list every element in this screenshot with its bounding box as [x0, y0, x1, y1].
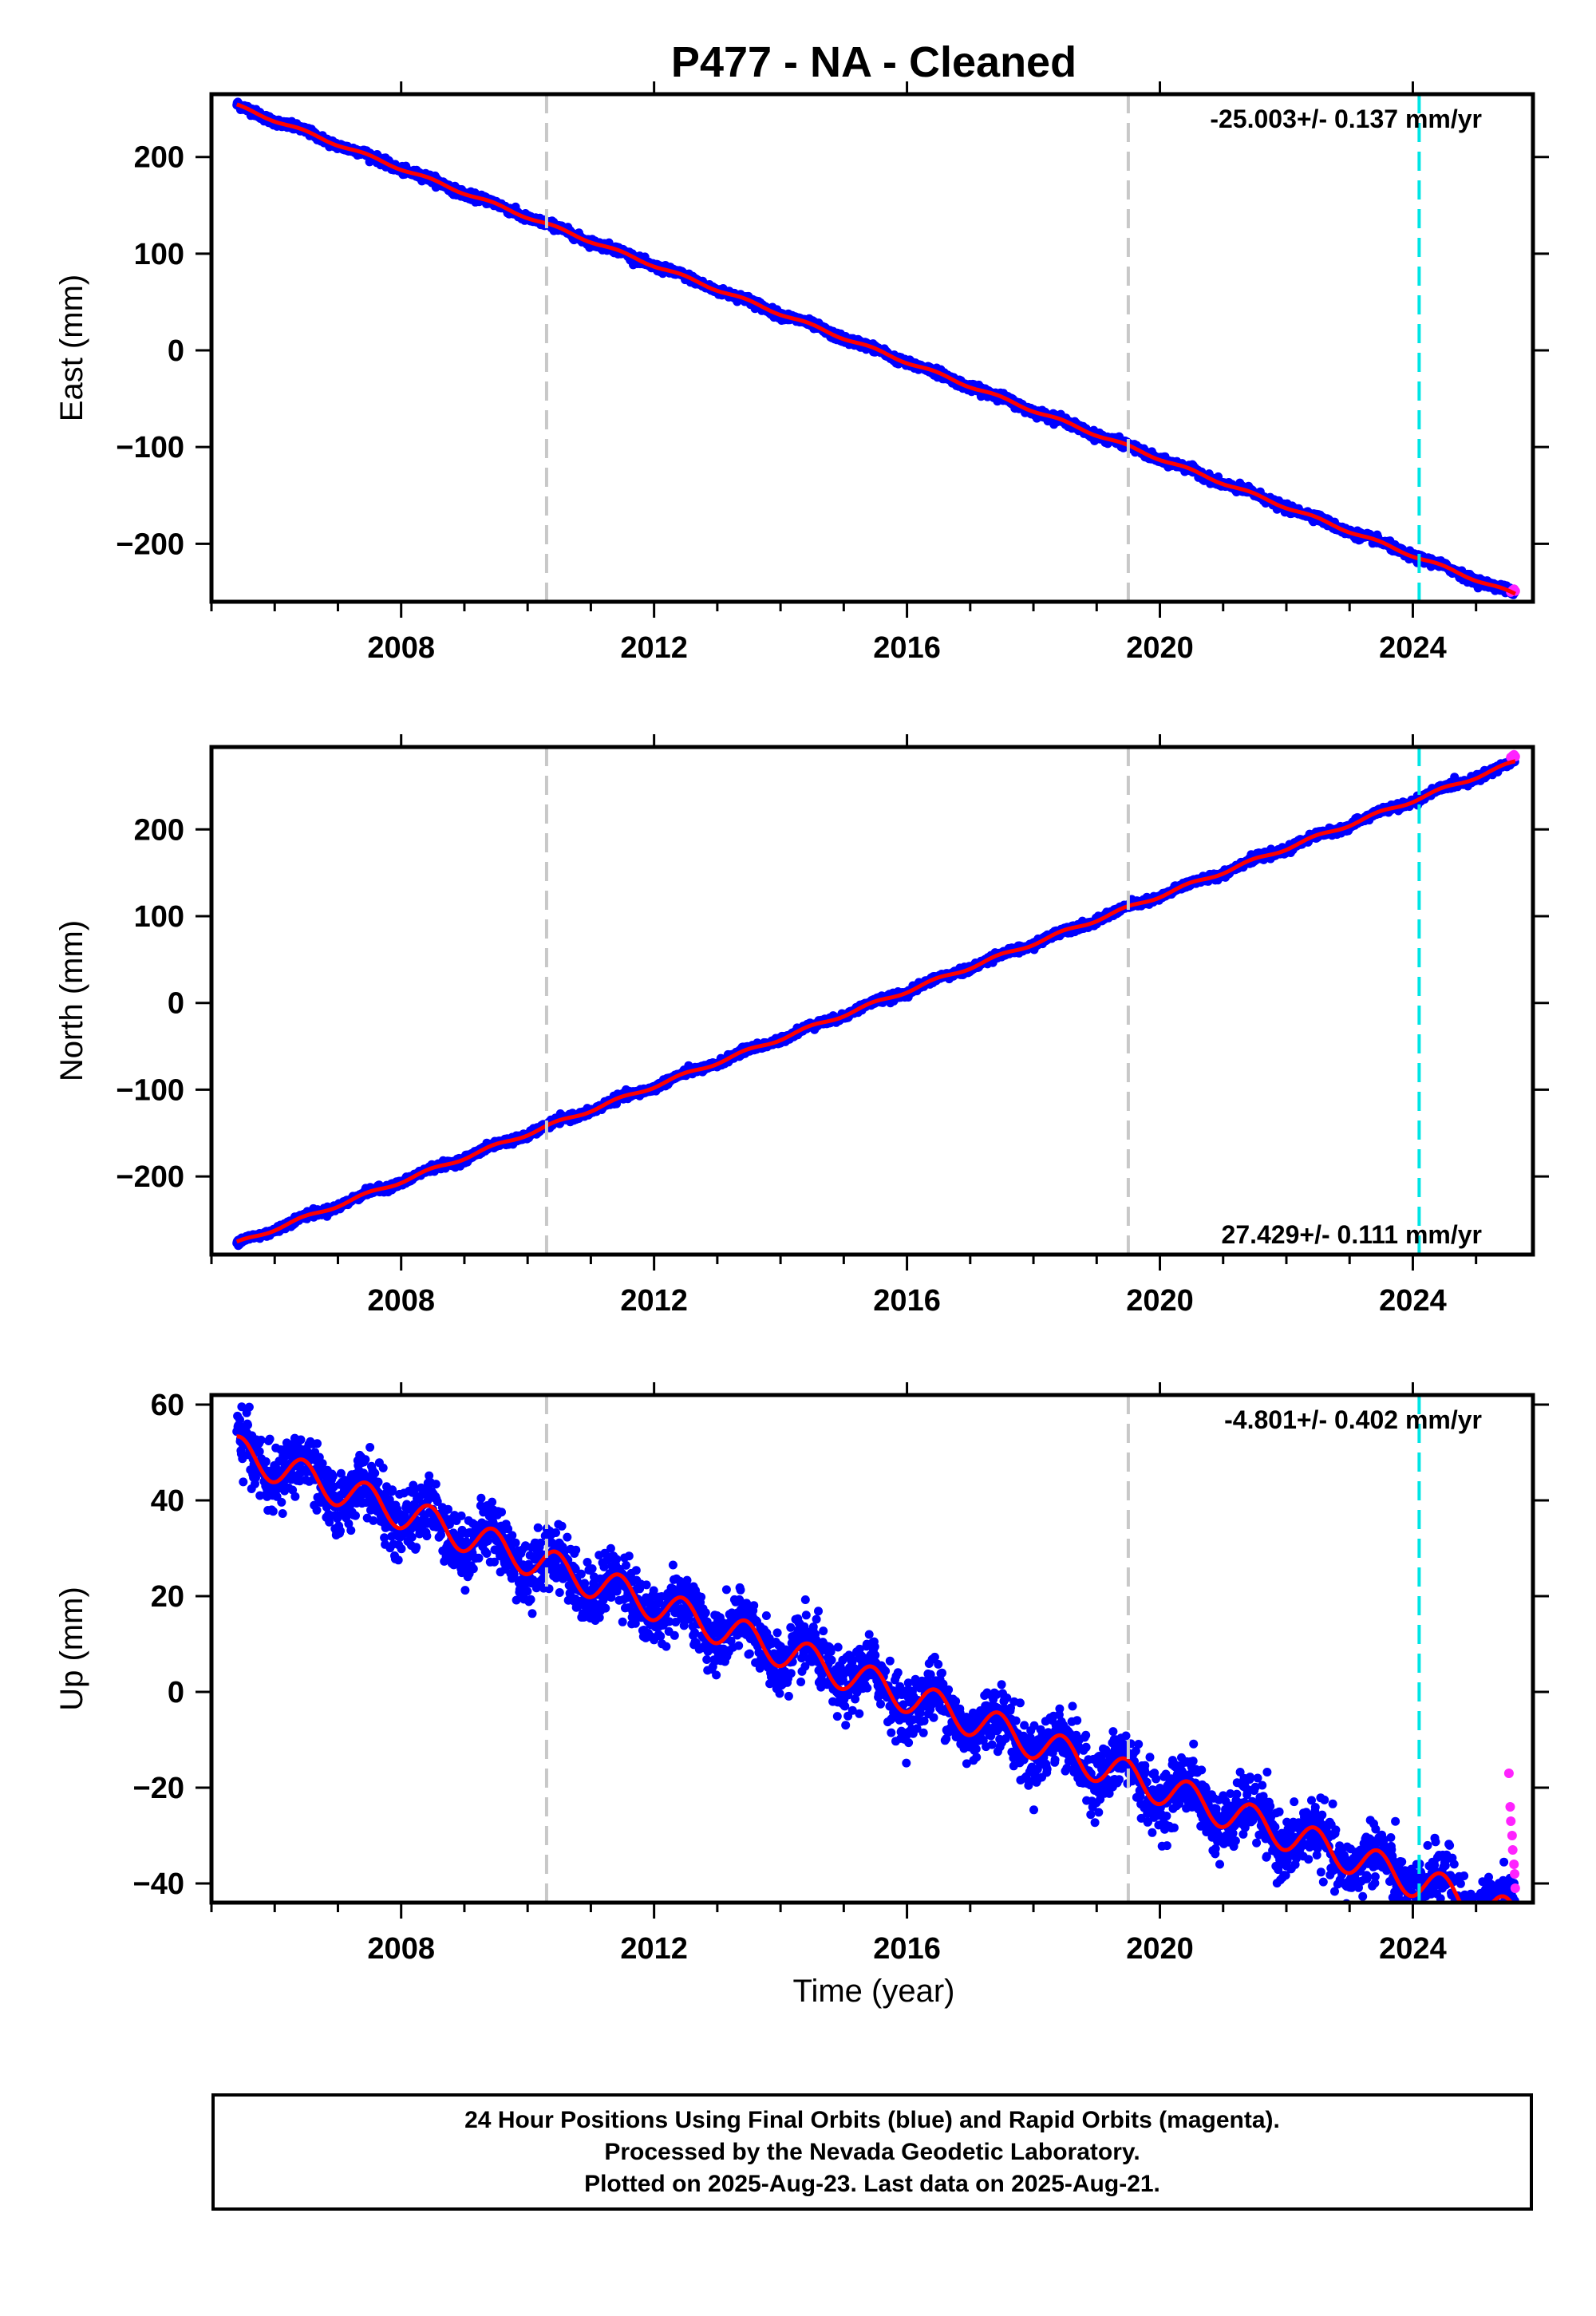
figure-title: P477 - NA - Cleaned	[671, 38, 1077, 86]
x-tick-label: 2024	[1379, 631, 1447, 665]
rate-label: -25.003+/- 0.137 mm/yr	[1210, 105, 1482, 133]
panel-1: 2008 2012 2016 2020 2024 −200 −100 0 100 200 East …	[54, 81, 1549, 665]
y-axis-label: East (mm)	[54, 275, 89, 421]
x-tick-label: 2012	[620, 631, 688, 665]
y-tick-label: −200	[116, 528, 184, 561]
panels: 2008 2012 2016 2020 2024 −200 −100 0 100 200 East …	[54, 81, 1549, 1966]
x-tick-label: 2020	[1126, 631, 1194, 665]
x-tick-label: 2008	[367, 631, 435, 665]
model-fit-line	[235, 102, 1516, 596]
x-tick-label: 2016	[873, 631, 941, 665]
y-tick-label: 0	[168, 334, 184, 368]
y-tick-label: 200	[134, 141, 184, 175]
y-tick-label: 100	[134, 238, 184, 271]
y-tick-label: −100	[116, 431, 184, 464]
panel-2: 2008 2012 2016 2020 2024−200−1000100200North…	[54, 734, 1549, 1318]
